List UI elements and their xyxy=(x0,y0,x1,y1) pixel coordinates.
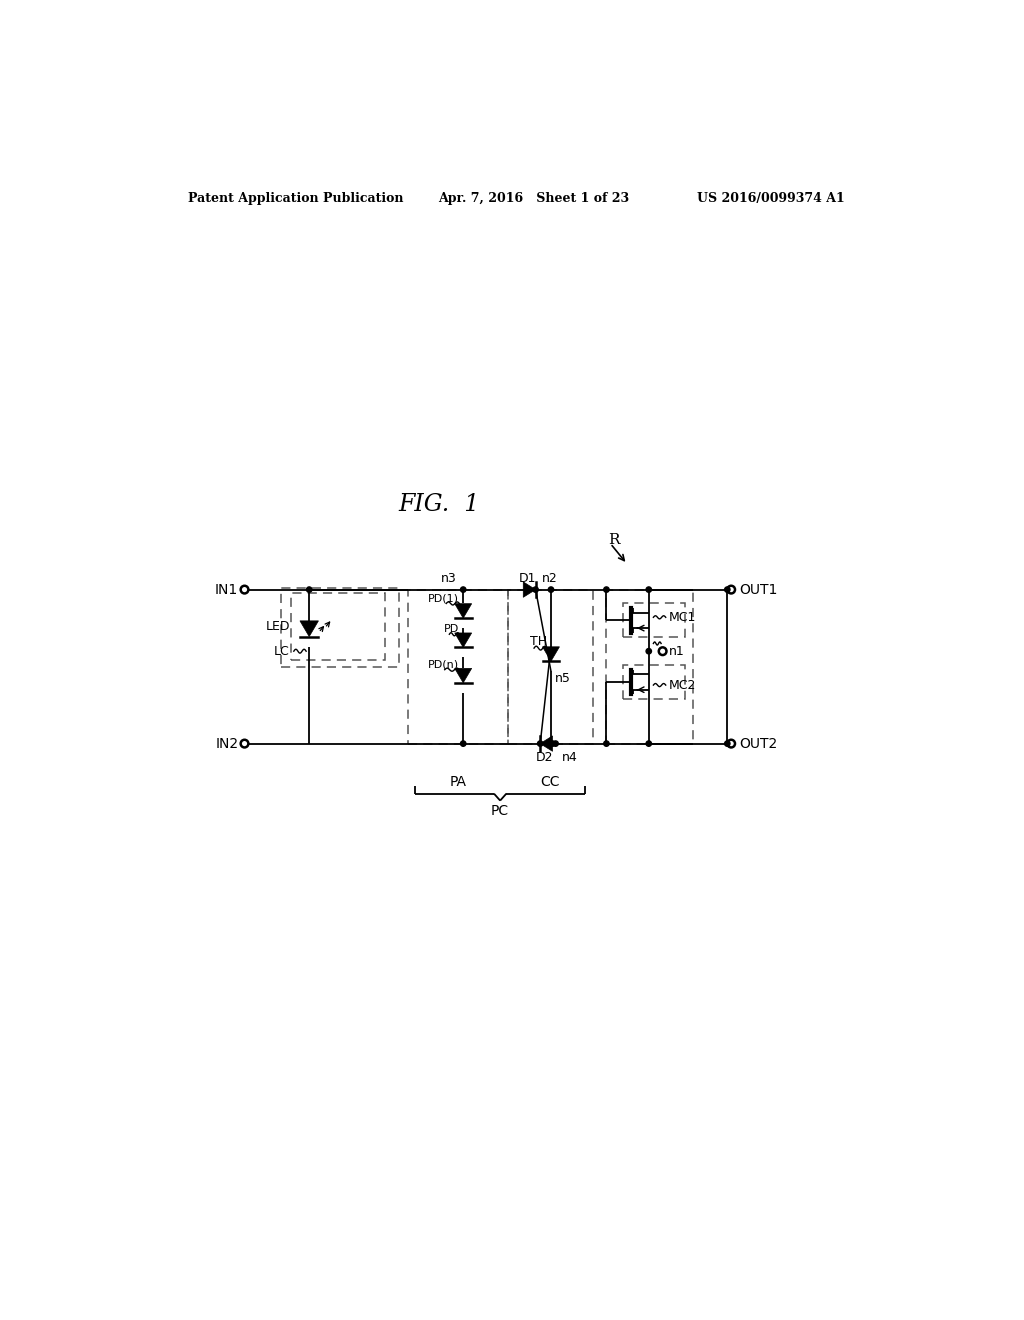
Text: D2: D2 xyxy=(537,751,554,764)
Circle shape xyxy=(550,741,555,746)
Circle shape xyxy=(461,587,466,593)
Circle shape xyxy=(548,587,554,593)
Circle shape xyxy=(725,587,730,593)
Text: FIG.  1: FIG. 1 xyxy=(398,494,479,516)
Bar xyxy=(282,589,398,667)
Text: Patent Application Publication: Patent Application Publication xyxy=(188,191,403,205)
Circle shape xyxy=(548,741,554,746)
Polygon shape xyxy=(300,620,318,636)
Polygon shape xyxy=(455,634,472,647)
Text: LED: LED xyxy=(265,620,290,634)
Text: n3: n3 xyxy=(441,573,457,585)
Bar xyxy=(508,590,593,743)
Circle shape xyxy=(538,741,543,746)
Text: PD: PD xyxy=(444,624,460,635)
Polygon shape xyxy=(541,737,553,751)
Text: TH: TH xyxy=(530,635,547,648)
Text: US 2016/0099374 A1: US 2016/0099374 A1 xyxy=(696,191,844,205)
Text: MC1: MC1 xyxy=(669,611,696,624)
Bar xyxy=(624,665,685,700)
Circle shape xyxy=(604,741,609,746)
Text: Apr. 7, 2016   Sheet 1 of 23: Apr. 7, 2016 Sheet 1 of 23 xyxy=(438,191,630,205)
Polygon shape xyxy=(523,582,536,598)
Polygon shape xyxy=(455,603,472,618)
Text: n1: n1 xyxy=(669,644,684,657)
Circle shape xyxy=(532,587,539,593)
Text: CC: CC xyxy=(541,775,560,789)
Bar xyxy=(624,603,685,638)
Circle shape xyxy=(646,587,651,593)
Text: OUT1: OUT1 xyxy=(739,582,777,597)
Text: n2: n2 xyxy=(542,573,557,585)
Circle shape xyxy=(646,648,651,653)
Bar xyxy=(408,590,508,743)
Circle shape xyxy=(646,741,651,746)
Text: PD(1): PD(1) xyxy=(428,594,460,603)
Circle shape xyxy=(461,741,466,746)
Text: LC: LC xyxy=(274,644,290,657)
Circle shape xyxy=(306,587,312,593)
Bar xyxy=(606,590,692,743)
Text: D1: D1 xyxy=(519,573,537,585)
Text: IN1: IN1 xyxy=(215,582,239,597)
Text: MC2: MC2 xyxy=(669,678,696,692)
Text: n5: n5 xyxy=(555,672,570,685)
Text: PD(n): PD(n) xyxy=(428,660,460,669)
Circle shape xyxy=(553,741,558,746)
Text: OUT2: OUT2 xyxy=(739,737,777,751)
Text: IN2: IN2 xyxy=(215,737,239,751)
Polygon shape xyxy=(543,647,559,661)
Circle shape xyxy=(604,587,609,593)
Text: n4: n4 xyxy=(562,751,578,764)
Circle shape xyxy=(725,741,730,746)
Text: PA: PA xyxy=(450,775,466,789)
Polygon shape xyxy=(455,668,472,682)
Text: PC: PC xyxy=(492,804,509,818)
Text: R: R xyxy=(608,532,620,546)
Bar xyxy=(291,593,385,660)
